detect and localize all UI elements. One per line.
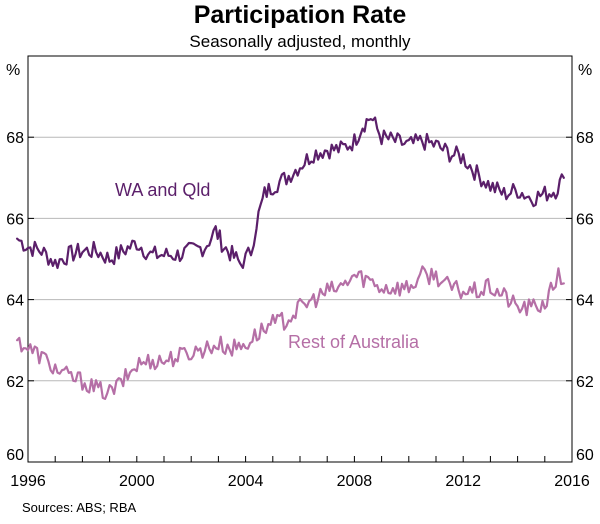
x-tick-label-1996: 1996 [10, 473, 46, 490]
x-tick-label-2016: 2016 [554, 473, 590, 490]
x-axis-ticks: 1996 2000 2004 2008 2012 2016 [10, 456, 590, 490]
y-tick-label-left: 62 [6, 374, 24, 391]
x-tick-label-2004: 2004 [228, 473, 264, 490]
chart-title: Participation Rate [193, 1, 407, 29]
sources-note: Sources: ABS; RBA [22, 500, 137, 515]
x-tick-label-2008: 2008 [337, 473, 373, 490]
y-tick-label-right: 66 [576, 211, 594, 228]
y-tick-label-right: 64 [576, 293, 594, 310]
y-axis-unit-left: % [6, 62, 20, 79]
y-tick-label-left: 66 [6, 211, 24, 228]
y-axis-unit-right: % [578, 62, 592, 79]
series-line-wa-qld [16, 116, 565, 270]
legend-wa-qld: WA and Qld [115, 180, 210, 200]
chart-subtitle: Seasonally adjusted, monthly [189, 32, 411, 51]
y-tick-label-right: 62 [576, 374, 594, 391]
y-tick-label-left: 68 [6, 130, 24, 147]
y-tick-label-left: 64 [6, 293, 24, 310]
series-line-rest-of-australia [16, 265, 565, 400]
y-axis-ticks: 60 60 62 62 64 64 66 66 68 68 [6, 130, 594, 464]
x-tick-label-2012: 2012 [445, 473, 481, 490]
series-lines [16, 116, 565, 400]
legend-rest-of-australia: Rest of Australia [288, 332, 420, 352]
y-tick-label-right: 60 [576, 447, 594, 464]
x-tick-label-2000: 2000 [119, 473, 155, 490]
y-tick-label-right: 68 [576, 130, 594, 147]
y-tick-label-left: 60 [6, 447, 24, 464]
